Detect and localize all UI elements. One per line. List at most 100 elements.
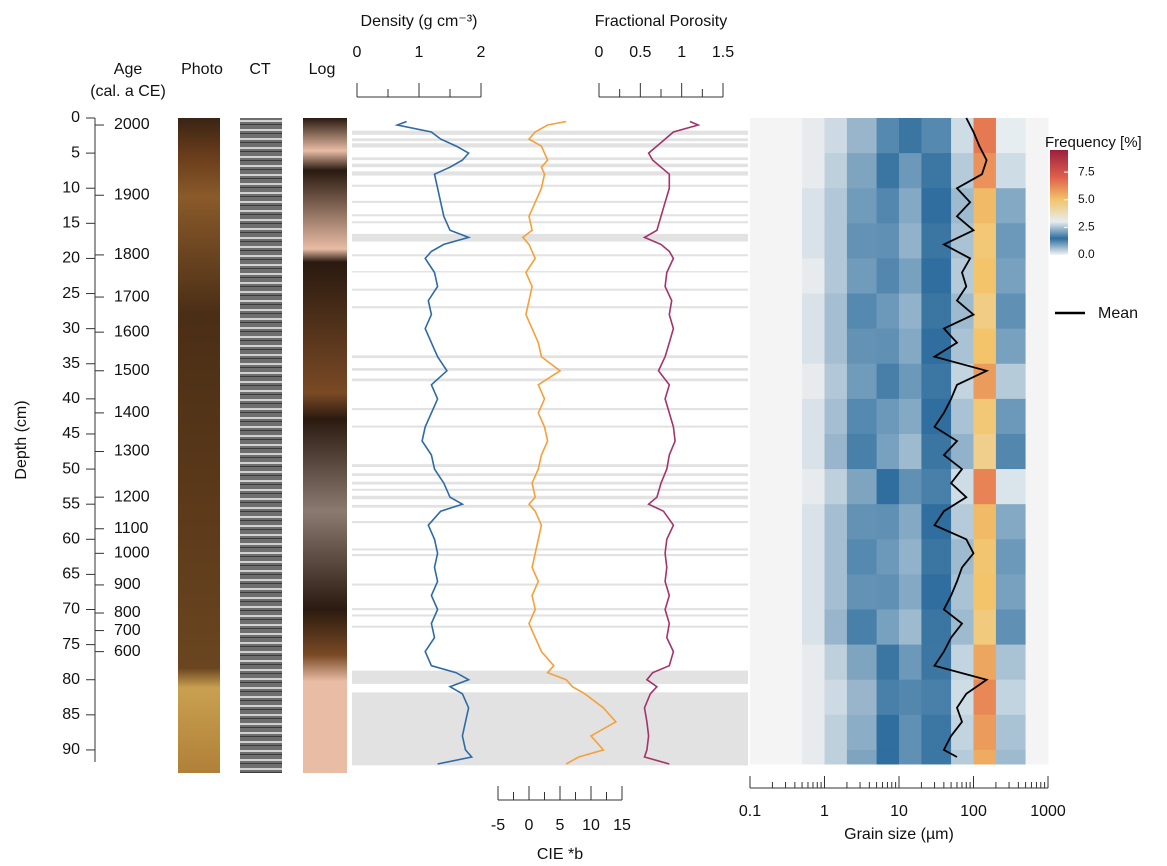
heatmap-cell (899, 153, 922, 189)
gray-band (352, 407, 748, 411)
y-tick-label: 25 (62, 285, 80, 302)
heatmap-cell (1025, 714, 1049, 751)
heatmap-cell (995, 328, 1027, 365)
heatmap-cell (750, 363, 773, 400)
heatmap-cell (802, 153, 825, 189)
heatmap-cell (876, 574, 900, 611)
heatmap-cell (772, 539, 803, 575)
heatmap-cell (846, 749, 878, 765)
heatmap-cell (951, 574, 974, 611)
heatmap-cell (846, 574, 878, 611)
heatmap-cell (876, 644, 900, 681)
heatmap-cell (846, 504, 878, 540)
heatmap-cell (824, 188, 848, 224)
heatmap-cell (824, 293, 848, 330)
gray-band (352, 625, 748, 628)
heatmap-cell (772, 328, 803, 365)
heatmap-cell (899, 118, 922, 154)
heatmap-cell (772, 504, 803, 540)
age-label: 1300 (114, 443, 150, 460)
gray-band (352, 378, 748, 382)
x-tick-label: 0.1 (739, 803, 761, 820)
heatmap-cell (1025, 153, 1049, 189)
heatmap-cell (750, 469, 773, 505)
heatmap-cell (824, 118, 848, 154)
profile-line (394, 120, 474, 765)
heatmap-cell (973, 539, 997, 575)
heatmap-cell (824, 328, 848, 365)
heatmap-cell (772, 293, 803, 330)
gray-band (352, 171, 748, 176)
x-tick-label: 2 (477, 44, 486, 61)
colorbar-tick-label: 0.0 (1078, 247, 1095, 261)
heatmap-cell (973, 153, 997, 189)
heatmap-cell (876, 609, 900, 646)
heatmap-cell (802, 433, 825, 470)
heatmap-cell (772, 188, 803, 224)
heatmap-cell (750, 118, 773, 154)
gray-band (352, 473, 748, 477)
heatmap-cell (899, 433, 922, 470)
heatmap-cell (772, 363, 803, 400)
heatmap-cell (750, 258, 773, 295)
heatmap-cell (802, 223, 825, 259)
heatmap-cell (876, 258, 900, 295)
heatmap-cell (824, 609, 848, 646)
heatmap-cell (846, 258, 878, 295)
heatmap-cell (995, 679, 1027, 716)
heatmap-cell (846, 188, 878, 224)
gray-band (352, 288, 748, 291)
x-axis-title: CIE *b (537, 846, 583, 863)
heatmap-cell (846, 398, 878, 435)
heatmap-cell (1025, 293, 1049, 330)
y-tick-label: 70 (62, 601, 80, 618)
heatmap-cell (750, 433, 773, 470)
x-tick-label: 0 (525, 817, 534, 834)
heatmap-cell (750, 539, 773, 575)
heatmap-cell (802, 574, 825, 611)
heatmap-cell (876, 433, 900, 470)
age-label: 1900 (114, 186, 150, 203)
heatmap-cell (995, 714, 1027, 751)
age-label: 1100 (114, 520, 149, 537)
heatmap-cell (750, 714, 773, 751)
y-tick-label: 10 (62, 179, 80, 196)
heatmap-cell (876, 679, 900, 716)
gray-band (352, 221, 748, 224)
heatmap-cell (995, 749, 1027, 765)
heatmap-cell (899, 679, 922, 716)
heatmap-cell (824, 153, 848, 189)
heatmap-cell (899, 363, 922, 400)
heatmap-cell (824, 258, 848, 295)
heatmap-cell (995, 574, 1027, 611)
heatmap-cell (772, 433, 803, 470)
heatmap-cell (824, 574, 848, 611)
heatmap-cell (876, 504, 900, 540)
heatmap-cell (876, 714, 900, 751)
heatmap-cell (899, 398, 922, 435)
heatmap-cell (995, 223, 1027, 259)
heatmap-cell (824, 679, 848, 716)
heatmap-cell (921, 609, 952, 646)
heatmap-cell (824, 539, 848, 575)
heatmap-cell (1025, 223, 1049, 259)
age-label: 1700 (114, 288, 150, 305)
heatmap-cell (802, 258, 825, 295)
heatmap-cell (951, 679, 974, 716)
heatmap-cell (1025, 539, 1049, 575)
y-tick-label: 90 (62, 741, 80, 758)
heatmap-cell (802, 714, 825, 751)
gray-band (352, 504, 748, 508)
gray-band (352, 614, 748, 617)
heatmap-cell (772, 223, 803, 259)
heatmap-cell (1025, 258, 1049, 295)
heatmap-cell (772, 644, 803, 681)
x-tick-label: 1 (415, 44, 424, 61)
heatmap-cell (846, 433, 878, 470)
heatmap-cell (824, 398, 848, 435)
heatmap-cell (876, 398, 900, 435)
y-tick-label: 55 (62, 495, 80, 512)
heatmap-cell (921, 469, 952, 505)
heatmap-cell (772, 118, 803, 154)
